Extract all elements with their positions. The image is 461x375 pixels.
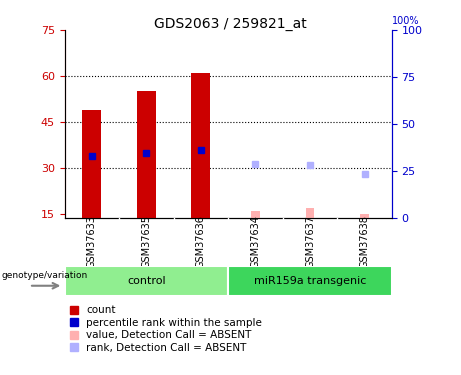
Text: GSM37634: GSM37634 [250,215,260,268]
Text: GSM37635: GSM37635 [142,215,151,268]
Text: GSM37638: GSM37638 [360,215,370,268]
Bar [137,92,156,218]
Bar [191,73,211,217]
Text: GSM37637: GSM37637 [305,215,315,268]
Bar [251,211,260,218]
Text: GSM37636: GSM37636 [196,215,206,268]
Text: control: control [127,276,165,286]
Text: genotype/variation: genotype/variation [1,271,88,280]
FancyBboxPatch shape [65,266,228,296]
Legend: count, percentile rank within the sample, value, Detection Call = ABSENT, rank, : count, percentile rank within the sample… [70,305,262,353]
Bar [82,110,101,218]
Text: GDS2063 / 259821_at: GDS2063 / 259821_at [154,17,307,31]
Text: GSM37633: GSM37633 [87,215,97,268]
Text: 100%: 100% [392,16,420,26]
Bar [306,208,314,218]
Text: miR159a transgenic: miR159a transgenic [254,276,366,286]
FancyBboxPatch shape [228,266,392,296]
Bar [361,214,369,217]
